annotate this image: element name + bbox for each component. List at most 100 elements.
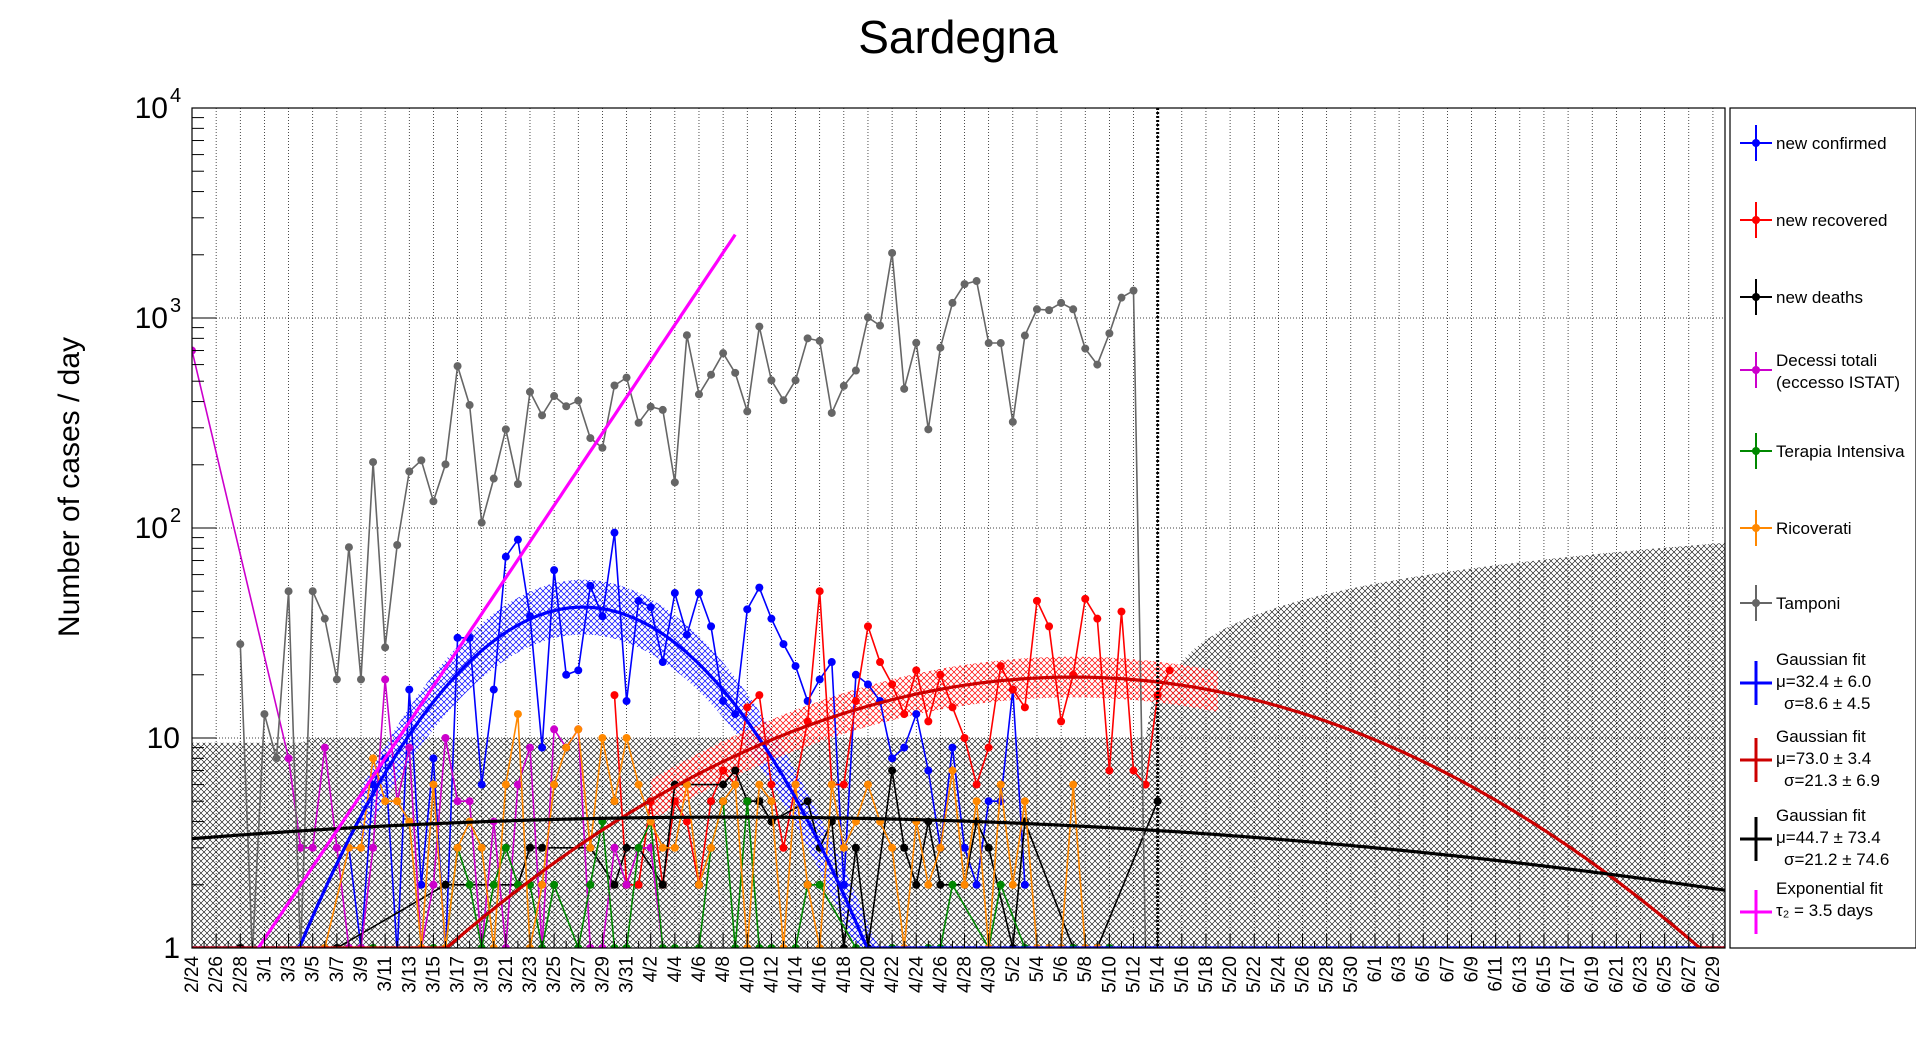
x-tick-label: 4/22 [882, 956, 903, 993]
legend-entry: Ricoverati [1740, 510, 1852, 546]
data-point [1020, 880, 1029, 889]
data-point [900, 710, 909, 719]
data-point [393, 797, 402, 806]
data-point [743, 605, 752, 614]
data-point [1008, 880, 1017, 889]
x-tick-label: 3/7 [327, 956, 348, 982]
data-point [948, 743, 957, 752]
data-point [912, 880, 921, 889]
data-point [658, 843, 667, 852]
x-tick-label: 6/5 [1413, 956, 1434, 982]
data-point [670, 589, 679, 598]
data-point [405, 467, 414, 476]
data-point [296, 843, 305, 852]
data-point [900, 743, 909, 752]
data-point [996, 662, 1005, 671]
data-point [513, 780, 522, 789]
data-point [803, 880, 812, 889]
data-point [912, 666, 921, 675]
data-point [1165, 666, 1174, 675]
data-point [562, 402, 571, 411]
series-ricoverati [320, 710, 1102, 948]
legend-marker [1752, 293, 1760, 301]
x-tick-label: 3/9 [351, 956, 372, 982]
data-point [972, 880, 981, 889]
data-point [320, 614, 329, 623]
data-point [610, 797, 619, 806]
data-point [634, 843, 643, 852]
data-point [924, 766, 933, 775]
y-tick-exponent: 4 [170, 85, 181, 107]
legend-entry: Tamponi [1740, 585, 1840, 621]
y-tick-label: 1 [163, 932, 180, 965]
data-point [453, 797, 462, 806]
x-tick-label: 6/15 [1534, 956, 1555, 993]
data-point [815, 880, 824, 889]
data-point [1117, 607, 1126, 616]
x-tick-label: 5/8 [1075, 956, 1096, 982]
x-tick-label: 5/12 [1124, 956, 1145, 993]
fit-curve [192, 605, 1725, 948]
data-point [525, 743, 534, 752]
x-tick-label: 2/28 [230, 956, 251, 993]
data-point [682, 630, 691, 639]
data-point [658, 658, 667, 667]
x-tick-label: 2/26 [206, 956, 227, 993]
x-tick-label: 4/18 [834, 956, 855, 993]
x-tick-label: 4/30 [979, 956, 1000, 993]
data-point [562, 743, 571, 752]
data-point [755, 797, 764, 806]
data-point [356, 675, 365, 684]
x-tick-label: 3/19 [472, 956, 493, 993]
data-point [888, 754, 897, 763]
data-point [634, 418, 643, 427]
data-point [707, 622, 716, 631]
data-point [876, 658, 885, 667]
data-point [1069, 305, 1078, 314]
data-point [743, 703, 752, 712]
x-tick-label: 6/27 [1679, 956, 1700, 993]
data-point [622, 373, 631, 382]
data-point [839, 780, 848, 789]
data-point [1032, 596, 1041, 605]
data-point [972, 277, 981, 286]
data-point [851, 697, 860, 706]
data-point [960, 843, 969, 852]
data-point [731, 710, 740, 719]
legend-label: σ=21.2 ± 74.6 [1784, 850, 1889, 869]
data-point [574, 725, 583, 734]
series-terapia-intensiva [369, 797, 1114, 948]
data-point [308, 843, 317, 852]
legend-marker [1752, 216, 1760, 224]
data-point [465, 880, 474, 889]
x-tick-label: 4/24 [906, 956, 927, 993]
data-point [381, 643, 390, 652]
series-line [324, 713, 1098, 948]
x-tick-label: 3/1 [254, 956, 275, 982]
data-point [888, 248, 897, 257]
data-point [538, 880, 547, 889]
data-point [779, 640, 788, 649]
data-point [538, 411, 547, 420]
legend-label: new deaths [1776, 288, 1863, 307]
data-point [972, 797, 981, 806]
data-point [417, 880, 426, 889]
x-tick-label: 6/3 [1389, 956, 1410, 982]
data-point [682, 331, 691, 340]
data-point [622, 880, 631, 889]
data-point [320, 743, 329, 752]
legend-label: Gaussian fit [1776, 806, 1866, 825]
x-tick-label: 4/8 [713, 956, 734, 982]
data-point [731, 780, 740, 789]
x-tick-label: 6/21 [1606, 956, 1627, 993]
data-point [465, 401, 474, 410]
legend-fit-entry: Gaussian fit μ=32.4 ± 6.0 σ=8.6 ± 4.5 [1740, 650, 1871, 713]
data-point [719, 766, 728, 775]
x-tick-label: 4/12 [761, 956, 782, 993]
legend-entry: new recovered [1740, 202, 1888, 238]
x-tick-label: 6/11 [1486, 956, 1507, 992]
data-point [1045, 622, 1054, 631]
series-line [373, 800, 1110, 948]
legend: new confirmed new recovered new deaths Dece… [1729, 107, 1916, 949]
